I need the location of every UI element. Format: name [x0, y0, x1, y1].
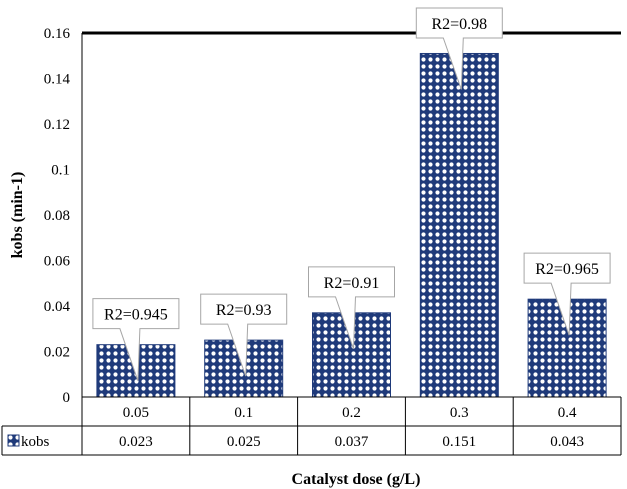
data-label: 0.037	[335, 434, 369, 450]
annotation-callout	[308, 266, 395, 349]
plot-area	[81, 31, 621, 397]
annotation-callout	[523, 252, 611, 336]
y-tick-label: 0.06	[44, 254, 71, 270]
y-axis: 0 0.02 0.04 0.06 0.08 0.1 0.12 0.14 0.16	[44, 26, 71, 406]
data-label: 0.151	[442, 434, 476, 450]
legend-label: kobs	[21, 434, 50, 450]
y-tick-label: 0.02	[44, 345, 70, 361]
annotation-callout	[92, 298, 180, 381]
y-tick-label: 0.1	[51, 163, 70, 179]
y-tick-label: 0.16	[44, 26, 71, 42]
annotation-label: R2=0.945	[104, 307, 168, 324]
annotation-label: R2=0.93	[216, 302, 272, 319]
legend-swatch	[7, 434, 20, 447]
x-category-label: 0.1	[234, 405, 253, 421]
y-tick-label: 0.08	[44, 208, 70, 224]
y-tick-label: 0.14	[44, 72, 71, 88]
annotation-callout	[200, 293, 288, 377]
bar	[419, 52, 499, 398]
x-category-label: 0.2	[342, 405, 361, 421]
x-category-label: 0.05	[123, 405, 149, 421]
x-axis-label: Catalyst dose (g/L)	[292, 471, 421, 488]
annotation-label: R2=0.98	[431, 16, 487, 33]
bars	[96, 52, 607, 398]
y-tick-label: 0	[63, 390, 71, 406]
callouts: R2=0.945 R2=0.93 R2=0.91 R2=0.98 R2=0.965	[92, 7, 611, 381]
annotation-label: R2=0.965	[535, 261, 599, 278]
y-axis-label: kobs (min-1)	[9, 172, 26, 259]
annotation-callout	[415, 7, 503, 90]
annotation-label: R2=0.91	[324, 275, 380, 292]
data-label: 0.043	[550, 434, 584, 450]
y-tick-label: 0.12	[44, 117, 70, 133]
y-tick-label: 0.04	[44, 299, 71, 315]
data-label: 0.025	[227, 434, 261, 450]
x-category-label: 0.3	[450, 405, 469, 421]
data-label: 0.023	[119, 434, 153, 450]
x-category-label: 0.4	[558, 405, 577, 421]
data-table: 0.05 0.023 0.1 0.025 0.2 0.037 0.3 0.151 0.4 0.04…	[1, 396, 622, 456]
